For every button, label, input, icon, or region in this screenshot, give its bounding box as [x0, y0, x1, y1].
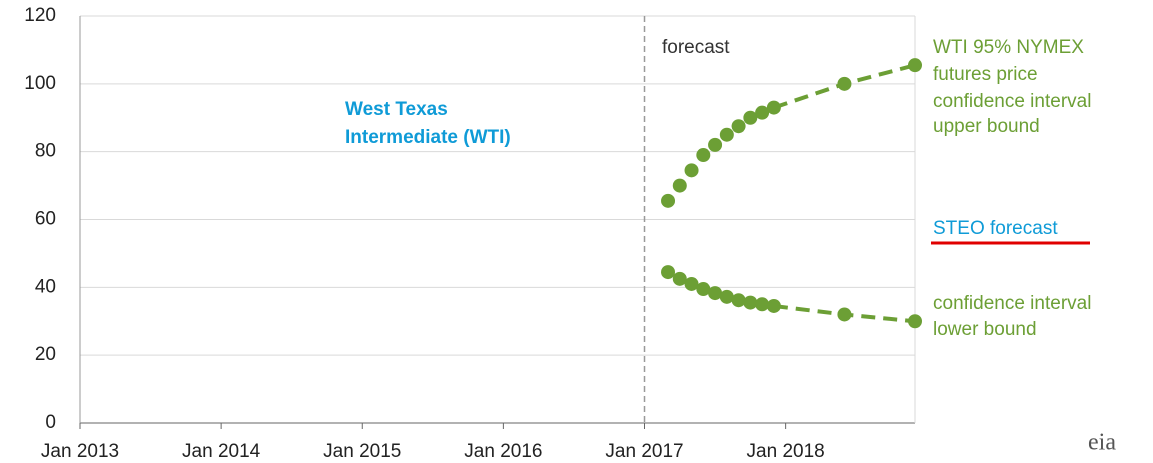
wti-label: Intermediate (WTI) — [345, 127, 511, 148]
logo: eia — [1088, 430, 1116, 456]
lower-label: lower bound — [933, 319, 1037, 340]
y-tick-label: 80 — [35, 141, 56, 162]
point — [661, 265, 676, 280]
y-tick-label: 0 — [45, 412, 56, 433]
point — [731, 293, 746, 308]
y-tick-label: 20 — [35, 344, 56, 365]
point — [708, 137, 723, 152]
point — [731, 119, 746, 134]
x-tick-label: Jan 2017 — [605, 441, 683, 462]
point — [696, 282, 711, 297]
point — [708, 286, 723, 301]
point — [719, 289, 734, 304]
x-tick-label: Jan 2013 — [41, 441, 119, 462]
wti-label: West Texas — [345, 99, 448, 120]
point — [766, 100, 781, 115]
point — [766, 298, 781, 313]
point — [743, 295, 758, 310]
point — [672, 271, 687, 286]
x-tick-label: Jan 2015 — [323, 441, 401, 462]
point — [684, 163, 699, 178]
point — [837, 307, 852, 322]
point — [755, 297, 770, 312]
point — [908, 58, 922, 73]
point — [719, 127, 734, 142]
upper-label: upper bound — [933, 116, 1040, 137]
point — [908, 314, 922, 329]
x-tick-label: Jan 2018 — [747, 441, 825, 462]
y-tick-label: 40 — [35, 276, 56, 297]
point — [684, 276, 699, 291]
point — [661, 193, 676, 208]
upper-label: confidence interval — [933, 91, 1091, 112]
upper-label: futures price — [933, 64, 1038, 85]
steo-label: STEO forecast — [933, 218, 1058, 239]
point — [755, 105, 770, 120]
upper-label: WTI 95% NYMEX — [933, 37, 1084, 58]
y-tick-label: 120 — [24, 5, 56, 26]
point — [743, 110, 758, 125]
lower-label: confidence interval — [933, 293, 1091, 314]
y-tick-label: 100 — [24, 73, 56, 94]
x-tick-label: Jan 2016 — [464, 441, 542, 462]
x-tick-label: Jan 2014 — [182, 441, 261, 462]
point — [672, 178, 687, 193]
point — [837, 76, 852, 91]
y-tick-label: 60 — [35, 209, 56, 230]
forecast-label: forecast — [662, 37, 730, 58]
point — [696, 148, 711, 163]
